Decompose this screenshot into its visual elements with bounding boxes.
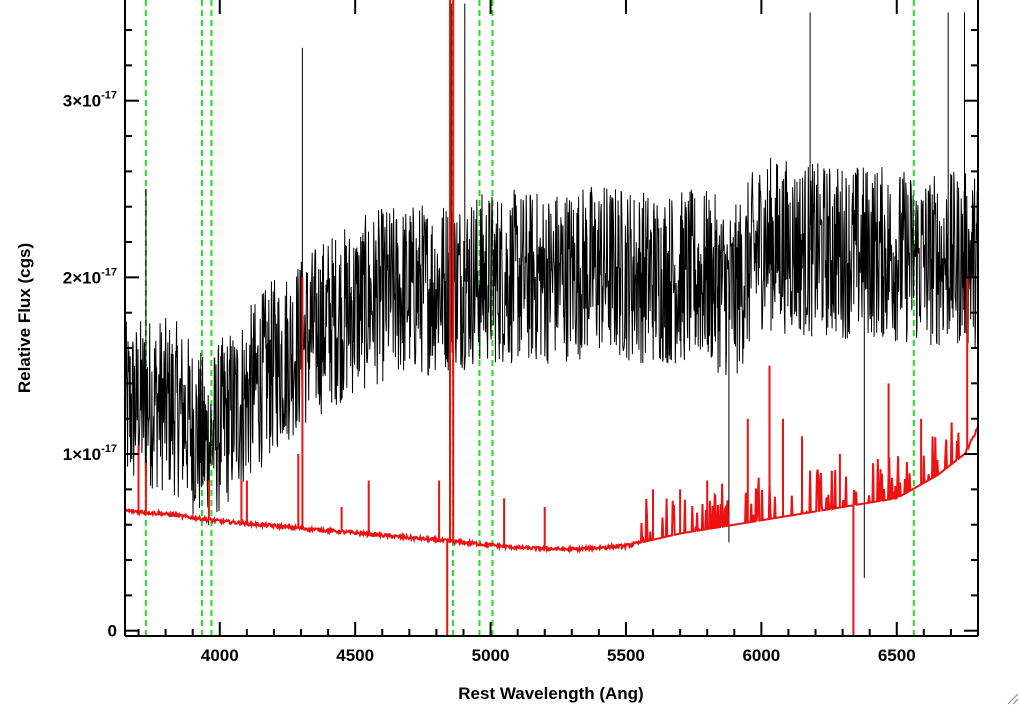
x-axis-title: Rest Wavelength (Ang) (458, 684, 643, 703)
axes (124, 0, 979, 637)
plot-area (125, 0, 978, 636)
y-tick-label: 0 (108, 622, 117, 641)
y-axis-title: Relative Flux (cgs) (15, 243, 34, 393)
y-tick-label: 1×10-17 (63, 443, 117, 464)
x-tick-label: 5500 (607, 646, 645, 665)
model-series-red (125, 0, 978, 636)
spectrum-series-black (125, 3, 978, 578)
x-tick-label: 4000 (201, 646, 239, 665)
resize-grip-icon (1007, 693, 1019, 705)
y-tick-label: 2×10-17 (63, 266, 117, 287)
ticks (125, 0, 979, 636)
x-tick-label: 6000 (742, 646, 780, 665)
x-tick-label: 4500 (336, 646, 374, 665)
x-tick-label: 6500 (878, 646, 916, 665)
y-tick-label: 3×10-17 (63, 90, 117, 111)
x-tick-label: 5000 (472, 646, 510, 665)
tick-labels: 4000 4500 5000 5500 6000 6500 0 1×10-17 2×10-17 3… (63, 90, 916, 665)
